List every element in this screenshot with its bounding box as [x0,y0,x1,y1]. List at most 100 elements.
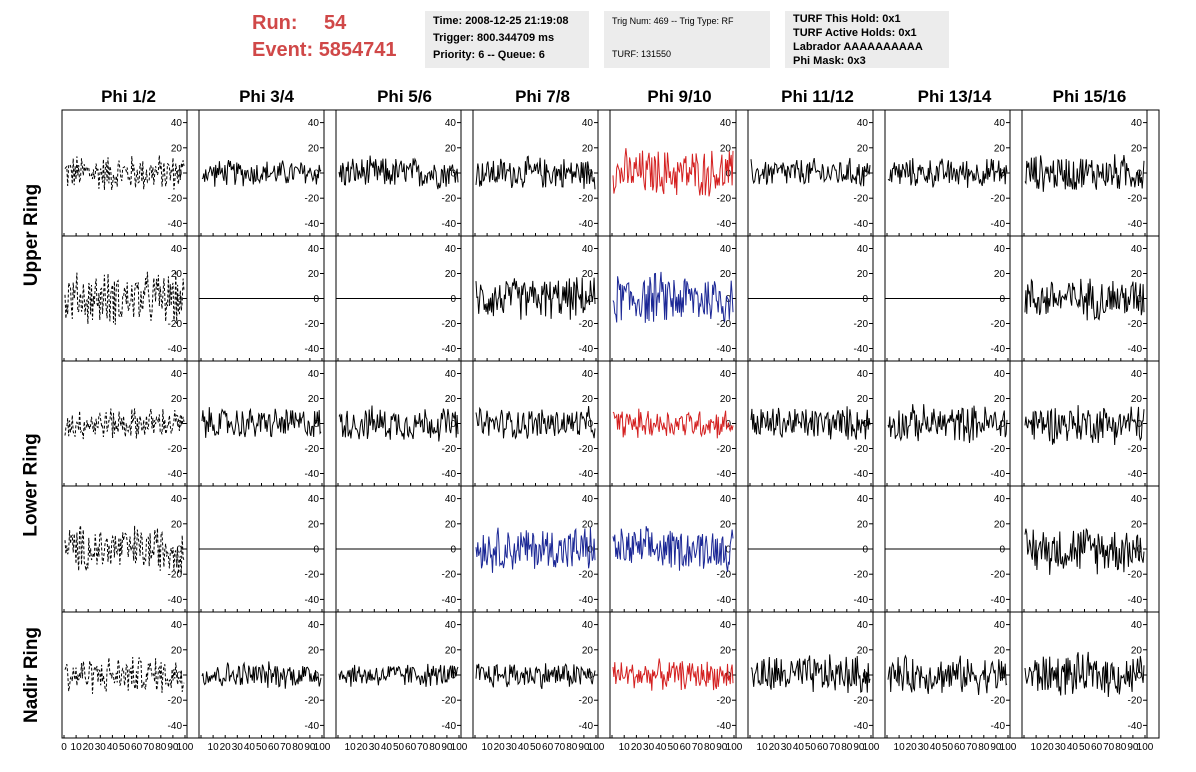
x-tick-label: 90 [990,742,1002,753]
y-tick-label: -20 [854,696,869,707]
x-tick-label: 30 [1055,742,1067,753]
y-tick-label: -40 [991,469,1006,480]
y-tick-label: -20 [168,696,183,707]
x-tick-label: 10 [894,742,906,753]
y-tick-label: 20 [1131,143,1143,154]
y-tick-label: 40 [582,118,594,129]
y-tick-label: 0 [862,294,868,305]
x-tick-label: 40 [518,742,530,753]
time-info-box: Time: 2008-12-25 21:19:08 Trigger: 800.3… [425,11,589,68]
panel-r1-c5: -40 -20 0 20 40 [747,235,886,362]
x-tick-label: 10 [71,742,83,753]
x-tick-label: 80 [1115,742,1127,753]
column-title-phi-1-2: Phi 1/2 [101,87,156,106]
x-tick-label: 20 [1043,742,1055,753]
waveform-trace [64,270,185,325]
y-tick-label: 20 [582,645,594,656]
y-tick-label: -20 [168,570,183,581]
panel-r0-c1: -40 -20 0 20 40 [198,109,337,237]
y-tick-label: 0 [313,545,319,556]
y-tick-label: -20 [305,696,320,707]
y-tick-label: -40 [1128,721,1143,732]
y-tick-label: 40 [994,494,1006,505]
time-text: Time: 2008-12-25 21:19:08 [433,15,569,27]
y-tick-label: 20 [857,394,869,405]
y-tick-label: -40 [717,219,732,230]
y-tick-label: 20 [994,645,1006,656]
y-tick-label: 40 [994,620,1006,631]
y-tick-label: 20 [308,394,320,405]
x-tick-label: 90 [1127,742,1139,753]
y-tick-label: 20 [994,143,1006,154]
y-tick-label: 20 [171,143,183,154]
y-tick-label: 20 [720,143,732,154]
y-tick-label: -40 [717,721,732,732]
y-tick-label: -40 [854,721,869,732]
y-tick-label: -40 [579,219,594,230]
panel-r1-c1: -40 -20 0 20 40 [198,235,337,362]
waveform-trace [1024,278,1145,321]
run-label: Run: [252,12,298,34]
y-tick-label: -40 [168,469,183,480]
y-tick-label: 20 [582,519,594,530]
waveform-trace [1024,405,1145,446]
y-tick-label: 40 [857,620,869,631]
waveform-trace [338,405,459,442]
y-tick-label: 40 [857,244,869,255]
panel-r2-c5: -40 -20 0 20 40 [747,360,886,487]
x-tick-label: 20 [83,742,95,753]
y-tick-label: 20 [994,269,1006,280]
y-tick-label: 40 [994,369,1006,380]
y-tick-label: -40 [991,219,1006,230]
waveform-trace [64,408,185,440]
y-tick-label: 20 [582,143,594,154]
y-tick-label: 0 [176,419,182,430]
y-tick-label: -20 [1128,696,1143,707]
turf-text: TURF: 131550 [612,49,672,59]
x-tick-label: 80 [841,742,853,753]
y-tick-label: 40 [308,620,320,631]
x-tick-label: 100 [451,742,468,753]
y-tick-label: 40 [720,369,732,380]
x-tick-label: 60 [817,742,829,753]
y-tick-label: 20 [171,645,183,656]
x-tick-label: 100 [177,742,194,753]
turf-active-holds-text: TURF Active Holds: 0x1 [793,27,917,39]
y-tick-label: 40 [720,118,732,129]
y-tick-label: -40 [1128,344,1143,355]
x-tick-label: 90 [441,742,453,753]
panel-r3-c0: -40 -20 0 20 40 [61,485,200,613]
y-tick-label: -20 [1128,570,1143,581]
panel-r2-c1: -40 -20 0 20 40 [198,360,337,487]
x-tick-label: 50 [530,742,542,753]
panel-r2-c6: -40 -20 0 20 40 [884,360,1023,487]
y-tick-label: 20 [857,143,869,154]
y-tick-label: -40 [1128,219,1143,230]
x-tick-label: 40 [244,742,256,753]
x-tick-label: 70 [1103,742,1115,753]
waveform-trace [612,408,734,439]
y-tick-label: 0 [176,294,182,305]
y-tick-label: 20 [857,645,869,656]
waveform-trace [1024,527,1145,575]
x-tick-label: 100 [314,742,331,753]
y-tick-label: 20 [308,143,320,154]
y-tick-label: -20 [1128,319,1143,330]
y-tick-label: -40 [854,344,869,355]
panel-r3-c5: -40 -20 0 20 40 [747,485,886,613]
x-tick-label: 20 [631,742,643,753]
y-tick-label: 20 [720,269,732,280]
y-tick-label: -40 [305,219,320,230]
x-tick-label: 70 [417,742,429,753]
x-tick-label: 100 [1000,742,1017,753]
x-tick-label: 100 [726,742,743,753]
y-tick-label: -20 [991,319,1006,330]
y-tick-label: 40 [445,244,457,255]
